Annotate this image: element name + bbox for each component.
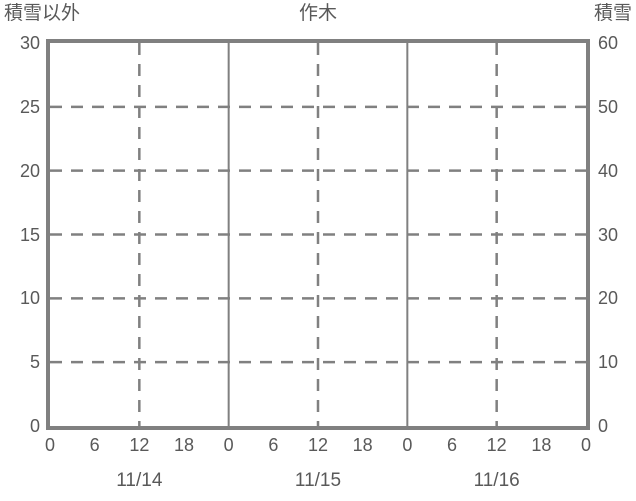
y-tick-label-right: 40	[598, 160, 619, 181]
y-tick-label-left: 30	[19, 33, 40, 53]
y-tick-label-left: 25	[19, 96, 40, 117]
x-tick-label: 6	[446, 435, 457, 455]
x-tick-label: 6	[268, 435, 279, 455]
plot-area	[46, 39, 590, 430]
x-tick-label: 6	[89, 435, 100, 455]
y-tick-label-right: 10	[598, 352, 619, 373]
y-tick-label-right: 30	[598, 224, 619, 245]
x-tick-label: 0	[44, 435, 55, 455]
x-date-label: 11/14	[116, 470, 163, 491]
y-tick-label-left: 15	[19, 224, 40, 245]
y-tick-label-left: 20	[19, 160, 40, 181]
x-tick-label: 18	[352, 435, 373, 455]
x-tick-label: 18	[531, 435, 552, 455]
gridlines	[50, 43, 586, 426]
y-tick-label-left: 0	[29, 416, 40, 436]
right-axis-title: 積雪	[593, 3, 632, 24]
x-tick-label: 18	[173, 435, 195, 455]
y-tick-label-left: 10	[19, 288, 40, 309]
y-tick-label-right: 20	[598, 288, 619, 309]
x-tick-label: 12	[129, 435, 150, 455]
x-date-label: 11/16	[473, 470, 520, 491]
x-tick-label: 0	[580, 435, 591, 455]
y-tick-label-left: 5	[29, 352, 40, 373]
x-tick-label: 12	[307, 435, 329, 455]
y-tick-label-right: 0	[598, 416, 609, 436]
left-axis-title: 積雪以外	[4, 3, 81, 24]
chart-title: 作木	[298, 3, 337, 24]
x-tick-label: 0	[223, 435, 234, 455]
plot-inner	[50, 43, 586, 426]
x-tick-label: 12	[486, 435, 507, 455]
y-tick-label-right: 50	[598, 96, 619, 117]
x-date-label: 11/15	[294, 470, 342, 491]
chart-header: 積雪以外 作木 積雪	[0, 0, 636, 32]
y-tick-label-right: 60	[598, 33, 619, 53]
x-tick-label: 0	[402, 435, 413, 455]
